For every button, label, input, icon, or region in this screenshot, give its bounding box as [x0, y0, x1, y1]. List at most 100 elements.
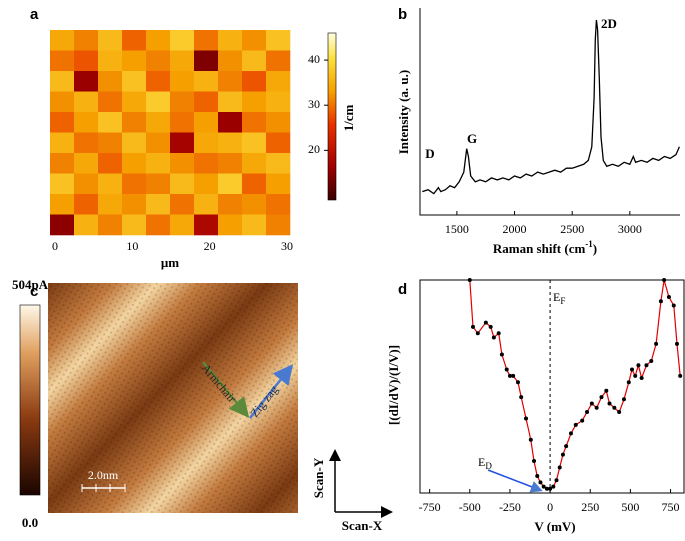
data-point: [504, 367, 509, 372]
heatmap-cell: [50, 194, 75, 215]
heatmap-cell: [146, 132, 171, 154]
heatmap-cell: [266, 214, 291, 236]
heatmap-cell: [266, 132, 291, 154]
panel-label: a: [30, 6, 39, 23]
heatmap-cell: [146, 153, 171, 174]
data-point: [630, 367, 634, 372]
heatmap-cell: [242, 112, 267, 133]
data-point: [519, 395, 524, 400]
heatmap-cell: [170, 30, 195, 51]
heatmap-cell: [74, 153, 99, 174]
heatmap-cell: [122, 50, 147, 72]
data-point: [666, 295, 671, 300]
heatmap-cell: [170, 132, 195, 154]
heatmap-cell: [218, 112, 243, 133]
heatmap-cell: [170, 194, 195, 215]
heatmap-cell: [98, 50, 123, 72]
data-point: [507, 373, 512, 378]
colorbar-label: 1/cm: [341, 104, 356, 131]
data-line: [422, 19, 680, 195]
heatmap-cell: [218, 173, 243, 195]
heatmap-cell: [50, 30, 75, 51]
heatmap-cell: [50, 112, 75, 133]
data-point: [612, 405, 617, 410]
data-point: [585, 410, 590, 415]
heatmap-cell: [74, 91, 99, 113]
heatmap-cell: [50, 173, 75, 195]
heatmap-cell: [218, 71, 243, 92]
heatmap-cell: [218, 194, 243, 215]
heatmap-cell: [74, 30, 99, 51]
heatmap-cell: [218, 30, 243, 51]
data-point: [544, 486, 549, 491]
heatmap-cell: [242, 91, 267, 113]
x-axis-label: μm: [161, 255, 179, 270]
heatmap-cell: [98, 91, 123, 113]
heatmap-cell: [194, 30, 219, 51]
data-point: [560, 452, 565, 457]
heatmap-cell: [74, 132, 99, 154]
heatmap-cell: [146, 173, 171, 195]
heatmap-cell: [194, 214, 219, 236]
stm-image: [19, 283, 393, 518]
heatmap-cell: [170, 71, 195, 92]
x-tick-label: 0: [52, 239, 58, 253]
peak-label: D: [425, 146, 434, 161]
energy-symbol: E: [478, 455, 485, 469]
heatmap-cell: [98, 30, 123, 51]
heatmap-cell: [170, 112, 195, 133]
heatmap-cell: [170, 153, 195, 174]
energy-label: EF: [553, 290, 565, 306]
heatmap-cell: [266, 71, 291, 92]
heatmap-cell: [266, 173, 291, 195]
data-point: [626, 380, 631, 385]
data-point: [524, 416, 528, 421]
data-point: [594, 405, 599, 410]
heatmap-cell: [122, 30, 147, 51]
axes: [419, 8, 680, 216]
heatmap-cell: [194, 194, 219, 215]
heatmap-cell: [146, 71, 171, 92]
x-axis-label: Raman shift (cm-1): [493, 239, 597, 256]
heatmap-cell: [242, 194, 267, 215]
data-point: [551, 484, 556, 489]
x-tick-label: 2000: [503, 222, 527, 236]
heatmap-cell: [146, 194, 171, 215]
dirac-arrow: [487, 469, 543, 493]
heatmap-cell: [218, 91, 243, 113]
heatmap-cell: [146, 91, 171, 113]
energy-subscript: F: [560, 296, 565, 306]
data-point: [488, 324, 493, 329]
data-point: [621, 397, 626, 402]
x-axis-label-part: -1: [585, 239, 593, 249]
heatmap-cell: [242, 173, 267, 195]
data-point: [636, 363, 641, 368]
heatmap-cell: [50, 132, 75, 154]
heatmap-cell: [98, 112, 123, 133]
data-point: [573, 422, 578, 427]
heatmap-cell: [242, 214, 267, 236]
axes: [419, 279, 685, 494]
x-axis-label-part: Raman shift (cm: [493, 241, 586, 256]
x-tick-label: 20: [204, 239, 216, 253]
heatmap-cell: [50, 91, 75, 113]
heatmap-cell: [266, 30, 291, 51]
heatmap-cell: [122, 173, 147, 195]
heatmap-cell: [266, 91, 291, 113]
heatmap-cell: [98, 173, 123, 195]
heatmap-cell: [194, 71, 219, 92]
x-tick-label: 0: [547, 500, 553, 514]
heatmap-cell: [98, 194, 123, 215]
x-tick-label: 10: [126, 239, 138, 253]
data-point: [538, 480, 543, 485]
data-point: [471, 324, 475, 329]
data-point: [568, 431, 573, 436]
data-point: [532, 459, 537, 464]
heatmap-cell: [194, 112, 219, 133]
heatmap-cell: [146, 112, 171, 133]
colorbar: [327, 32, 337, 201]
heatmap-cell: [266, 112, 291, 133]
x-tick-label: 2500: [560, 222, 584, 236]
heatmap-cell: [170, 50, 195, 72]
data-point: [496, 331, 501, 336]
